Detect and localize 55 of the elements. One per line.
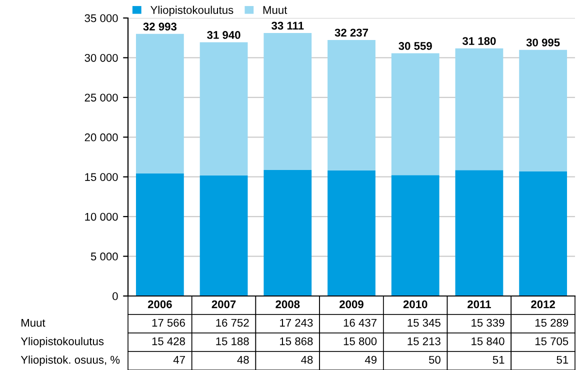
y-tick-label: 5 000	[90, 252, 118, 260]
total-label: 30 559	[398, 42, 432, 50]
text: 51	[492, 356, 504, 364]
bar	[200, 42, 248, 176]
text: 47	[173, 356, 185, 364]
x-tick-label: 2010	[403, 300, 428, 308]
x-tick-label: 2009	[340, 300, 364, 308]
data-label: 17 566	[152, 318, 185, 327]
data-label: 15 289	[535, 318, 568, 327]
text: 49	[364, 356, 377, 364]
text: 48	[301, 356, 313, 364]
text: Yliopistokoulutus	[20, 337, 104, 348]
y-tick-label: 10 000	[85, 212, 118, 221]
text: Muut	[22, 318, 46, 327]
y-tick-label: 15 000	[85, 173, 118, 181]
legend-label: Yliopistokoulutus	[150, 6, 234, 16]
text: 50	[428, 356, 440, 364]
data-label: 15 188	[216, 337, 249, 346]
y-tick-label: 0	[112, 292, 118, 300]
data-label: 15 345	[408, 318, 440, 327]
bar	[519, 50, 568, 172]
data-label: 17 243	[280, 318, 313, 327]
data-label: 16 437	[344, 318, 376, 327]
y-tick-label: 20 000	[84, 133, 118, 142]
bar	[136, 34, 184, 174]
data-label: 15 213	[408, 337, 440, 346]
total-label: 32 993	[143, 22, 177, 31]
data-label: 15 339	[472, 318, 504, 327]
data-label: 16 752	[216, 318, 249, 327]
bar	[328, 40, 376, 171]
total-label: 33 111	[272, 22, 304, 30]
text: 51	[556, 356, 568, 364]
total-label: 31 940	[207, 31, 240, 39]
total-label: 32 237	[334, 28, 368, 37]
x-tick-label: 2006	[148, 300, 172, 308]
x-tick-label: 2008	[276, 300, 300, 308]
total-label: 30 995	[526, 38, 560, 46]
legend-label: Muut	[263, 6, 288, 14]
x-tick-label: 2011	[468, 300, 491, 308]
data-label: 15 840	[472, 337, 504, 346]
total-label: 31 180	[462, 37, 496, 45]
y-tick-label: 30 000	[84, 54, 118, 62]
data-label: 15 428	[152, 337, 185, 346]
y-tick-label: 35 000	[84, 14, 118, 22]
x-tick-label: 2007	[212, 300, 236, 308]
bar	[264, 33, 312, 170]
bar	[391, 53, 440, 176]
bar	[455, 48, 504, 170]
data-label: 15 705	[535, 337, 568, 346]
text: Yliopistok. osuus, %	[20, 356, 120, 366]
data-label: 15 868	[280, 337, 313, 346]
text: 48	[237, 356, 249, 364]
y-tick-label: 25 000	[84, 94, 118, 102]
data-label: 15 800	[344, 337, 377, 346]
x-tick-label: 2012	[531, 300, 555, 308]
